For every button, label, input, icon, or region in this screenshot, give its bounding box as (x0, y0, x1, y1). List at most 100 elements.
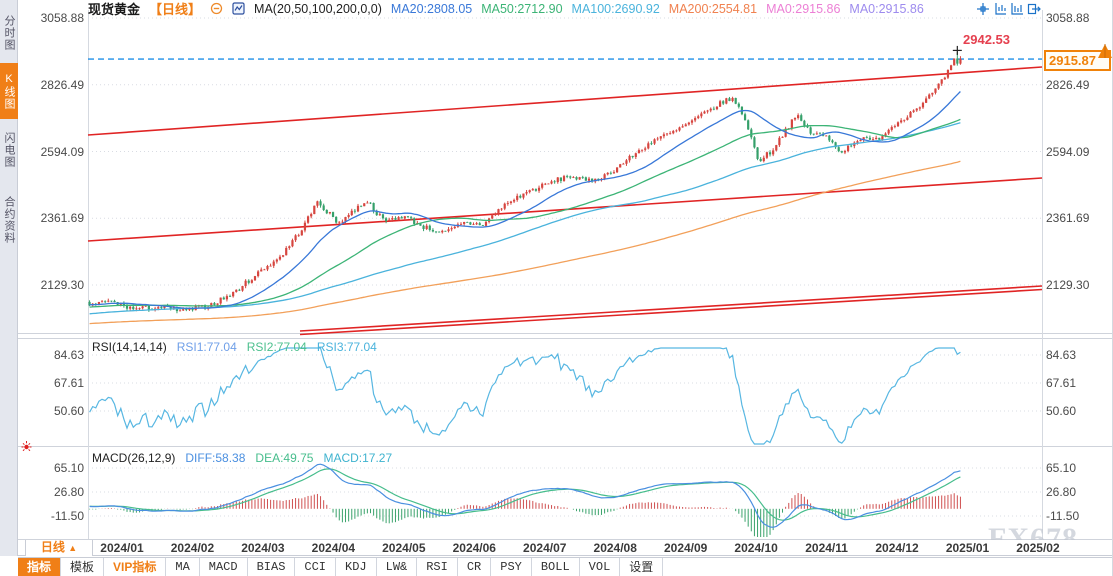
tab-kdj[interactable]: KDJ (336, 558, 377, 576)
tab-cr[interactable]: CR (458, 558, 492, 576)
date-label: 2024/10 (734, 541, 778, 555)
tab-boll[interactable]: BOLL (532, 558, 580, 576)
axis-label: 50.60 (1046, 404, 1077, 418)
axis-label: 26.80 (1046, 485, 1077, 499)
tab-cci[interactable]: CCI (295, 558, 337, 576)
indicator-value: RSI2:77.04 (246, 340, 307, 354)
date-label: 2025/02 (1016, 541, 1060, 555)
chart-toolbar (976, 2, 1041, 16)
indicator-value: DIFF:58.38 (185, 451, 246, 465)
sidebar-item[interactable]: 合约资料 (3, 196, 15, 244)
period-selector-button[interactable]: 日线 ▲ (25, 540, 93, 556)
axis-label: 65.10 (53, 461, 84, 475)
axis-label: 2129.30 (40, 278, 84, 292)
axis-label: 50.60 (53, 404, 84, 418)
ma-value: MA20:2808.05 (390, 1, 473, 16)
date-label: 2024/02 (170, 541, 215, 555)
collapse-icon[interactable] (210, 2, 223, 15)
date-label: 2024/08 (593, 541, 637, 555)
tab--[interactable]: 指标 (18, 558, 62, 576)
indicator-value: RSI1:77.04 (176, 340, 237, 354)
tab-psy[interactable]: PSY (491, 558, 532, 576)
indicator-settings-icon[interactable] (232, 2, 245, 15)
axis-label: 26.80 (53, 485, 84, 499)
date-label: 2024/01 (100, 541, 144, 555)
macd-panel-header: MACD(26,12,9) DIFF:58.38 DEA:49.75 MACD:17… (92, 451, 392, 465)
tab-vol[interactable]: VOL (580, 558, 621, 576)
indicator-tabbar: 指标 模板 VIP指标 MA MACD BIAS CCI KDJ LW& RSI CR PSY BOLL… (18, 557, 1112, 576)
axis-label: 2129.30 (1046, 278, 1090, 292)
candles[interactable] (88, 51, 962, 314)
axis-label: -11.50 (1046, 509, 1080, 523)
date-label: 2024/05 (382, 541, 426, 555)
date-label: 2024/04 (311, 541, 356, 555)
current-price-box: 2915.87 (1044, 50, 1111, 71)
rsi-panel-header: RSI(14,14,14) RSI1:77.04 RSI2:77.04 RSI3:7… (92, 340, 377, 354)
panel-borders (18, 10, 1112, 540)
chart-type-sidebar: 分时图 K线图闪电图合约资料 (0, 0, 18, 556)
axis-label: 2594.09 (1046, 144, 1090, 159)
y-scale-icon[interactable] (993, 2, 1007, 16)
date-axis (18, 540, 1112, 556)
macd-plot[interactable] (89, 463, 961, 537)
trend-lines[interactable] (87, 66, 1043, 336)
tab-ma[interactable]: MA (166, 558, 200, 576)
tab-rsi[interactable]: RSI (417, 558, 458, 576)
macd-title-label: MACD(26,12,9) (92, 451, 176, 465)
indicator-value: MACD:17.27 (323, 451, 393, 465)
axis-label: 2826.49 (40, 77, 84, 92)
rsi-plot[interactable] (89, 347, 961, 445)
axis-label: 67.61 (1046, 376, 1077, 390)
indicator-value: DEA:49.75 (255, 451, 314, 465)
sidebar-item[interactable]: 分时图 (3, 15, 15, 51)
price-flag-icon (1098, 44, 1112, 58)
sidebar-item[interactable]: K线图 (0, 63, 18, 119)
period-label: 日线 (40, 540, 65, 554)
high-cross-marker (952, 45, 962, 55)
tab-bias[interactable]: BIAS (248, 558, 296, 576)
sidebar-item[interactable]: 闪电图 (3, 132, 15, 168)
symbol-title: 现货黄金 (88, 2, 141, 17)
tab-macd[interactable]: MACD (200, 558, 248, 576)
date-label: 2024/06 (452, 541, 496, 555)
axis-label: 2361.69 (40, 211, 84, 226)
high-price-annotation: 2942.53 (963, 32, 1010, 47)
axis-label: 65.10 (1046, 461, 1077, 475)
ma-value: MA100:2690.92 (571, 1, 660, 16)
date-label: 2024/11 (805, 541, 848, 555)
ma-value: MA0:2915.86 (849, 1, 924, 16)
tab--[interactable]: 模板 (61, 558, 105, 576)
axis-label: 3058.88 (40, 11, 84, 25)
ma-value: MA200:2554.81 (668, 1, 758, 16)
chart-header: 现货黄金 【日线】 MA(20,50,100,200,0,0) MA20:280… (88, 1, 924, 18)
axis-label: 84.63 (1046, 348, 1077, 362)
pan-right-icon[interactable] (1027, 2, 1041, 16)
date-label: 2024/12 (875, 541, 919, 555)
axis-label: 2826.49 (1046, 77, 1090, 92)
rsi-title-label: RSI(14,14,14) (92, 340, 167, 354)
alert-icon[interactable] (20, 440, 33, 454)
axis-label: 84.63 (53, 348, 84, 362)
axis-label: 2594.09 (40, 144, 84, 159)
date-label: 2025/01 (945, 541, 990, 555)
date-label: 2024/03 (241, 541, 285, 555)
axis-label: 67.61 (53, 376, 84, 390)
ma-lines (89, 91, 961, 325)
indicator-value: RSI3:77.04 (316, 340, 377, 354)
axis-label: 2361.69 (1046, 211, 1090, 226)
period-tag: 【日线】 (149, 2, 202, 17)
ma-settings-label: MA(20,50,100,200,0,0) (254, 1, 382, 16)
x-scale-icon[interactable] (1010, 2, 1024, 16)
crosshair-icon[interactable] (976, 2, 990, 16)
tab-lw-[interactable]: LW& (377, 558, 418, 576)
tab--[interactable]: 设置 (620, 558, 664, 576)
ma-value: MA50:2712.90 (481, 1, 563, 16)
date-label: 2024/09 (663, 541, 708, 555)
chart-canvas[interactable] (0, 0, 1113, 540)
date-label: 2024/07 (523, 541, 567, 555)
ma-value: MA0:2915.86 (766, 1, 841, 16)
axis-label: -11.50 (50, 509, 84, 523)
tab-vip-[interactable]: VIP指标 (104, 558, 167, 576)
gridlines (88, 17, 1042, 517)
